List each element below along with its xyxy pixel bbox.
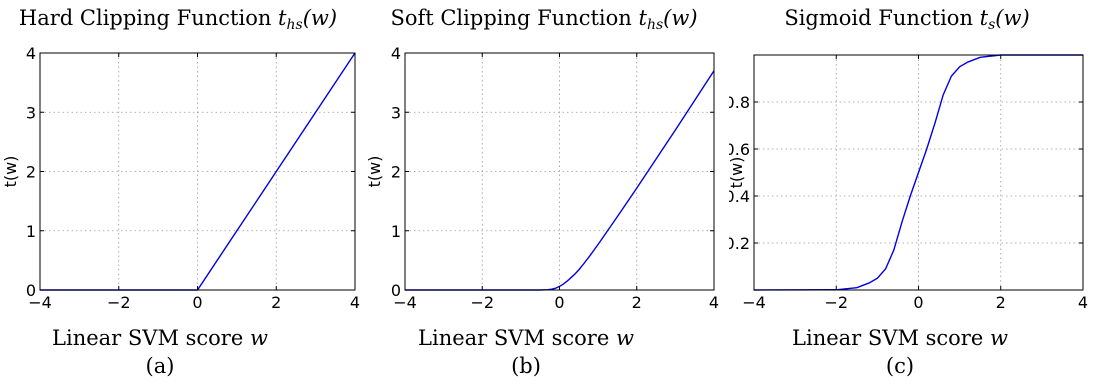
x-tick-label: 4	[709, 293, 719, 312]
panel-label: (b)	[511, 354, 541, 378]
y-axis-label: t(w)	[1, 156, 20, 188]
y-tick-label: 2	[26, 163, 36, 182]
x-tick-label: −2	[824, 293, 848, 312]
chart-title: Sigmoid Function ts(w)	[784, 6, 1030, 33]
y-tick-label: 4	[26, 44, 36, 63]
x-tick-label: −2	[470, 293, 494, 312]
x-axis-label: Linear SVM score w	[792, 326, 1008, 350]
plot-area: −4 −2 0 2 4 0 1 2 3 4 t(w)	[365, 44, 719, 312]
y-tick-label: 1	[26, 222, 36, 241]
y-tick-label: 3	[391, 103, 401, 122]
x-tick-label: 2	[632, 293, 642, 312]
panel-label: (c)	[885, 354, 915, 378]
x-axis-label: Linear SVM score w	[418, 326, 634, 350]
x-axis-label: Linear SVM score w	[52, 326, 268, 350]
y-tick-label: 2	[391, 163, 401, 182]
x-tick-label: 0	[554, 293, 564, 312]
panel-label: (a)	[145, 354, 175, 378]
x-tick-label: 2	[271, 293, 281, 312]
y-tick-label: 1	[391, 222, 401, 241]
panel-c: Sigmoid Function ts(w) −4 −2 0 2 4 0.2 0.4 0.6 0…	[729, 0, 1093, 389]
series-line	[753, 54, 1083, 291]
x-tick-label: −4	[28, 293, 52, 312]
x-tick-label: −4	[742, 293, 766, 312]
panel-b: Soft Clipping Function ths(w) −4 −2 0 2 4 0 1 2…	[364, 0, 728, 389]
x-tick-label: 4	[1078, 293, 1088, 312]
x-tick-label: 0	[913, 293, 923, 312]
panel-a: Hard Clipping Function ths(w) −4 −2 0 2 4 0 1 2…	[0, 0, 364, 389]
y-tick-label: 0.6	[729, 140, 750, 159]
x-tick-label: −2	[107, 293, 131, 312]
y-tick-label: 0.4	[729, 187, 750, 206]
y-tick-label: 4	[391, 44, 401, 63]
y-tick-label: 0	[26, 281, 36, 300]
plot-area: −4 −2 0 2 4 0.2 0.4 0.6 0.8 t(w)	[729, 54, 1088, 312]
chart-title: Hard Clipping Function ths(w)	[18, 6, 338, 33]
y-axis-label: t(w)	[365, 156, 384, 188]
chart-title: Soft Clipping Function ths(w)	[390, 6, 698, 33]
x-tick-label: −4	[393, 293, 417, 312]
plot-area: −4 −2 0 2 4 0 1 2 3 4 t(w)	[1, 44, 360, 312]
y-tick-label: 0.2	[729, 234, 750, 253]
y-tick-label: 0	[391, 281, 401, 300]
y-tick-label: 0.8	[729, 93, 750, 112]
y-axis-label: t(w)	[729, 157, 746, 189]
x-tick-label: 4	[350, 293, 360, 312]
x-tick-label: 0	[192, 293, 202, 312]
y-tick-label: 3	[26, 103, 36, 122]
x-tick-label: 2	[996, 293, 1006, 312]
